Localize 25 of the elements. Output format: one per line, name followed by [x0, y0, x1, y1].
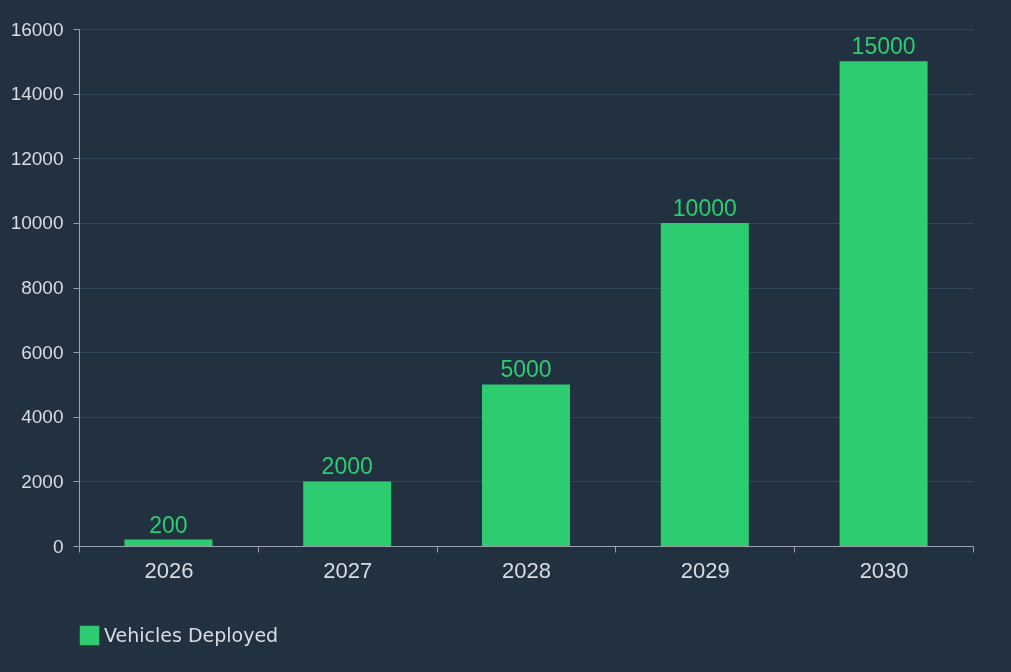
y-tick-label: 0: [52, 535, 64, 557]
bar: [482, 384, 570, 546]
y-tick-label: 10000: [10, 212, 64, 234]
bar: [839, 61, 928, 546]
y-tick-label: 4000: [21, 406, 64, 428]
bar: [660, 222, 749, 546]
x-tick-label: 2029: [680, 557, 730, 583]
y-tick-label: 12000: [10, 147, 64, 169]
bar: [303, 481, 392, 546]
data-label: 5000: [500, 356, 552, 383]
y-tick-label: 6000: [21, 341, 64, 363]
y-tick-label: 16000: [10, 18, 64, 40]
legend-label: Vehicles Deployed: [104, 623, 279, 646]
x-tick-label: 2027: [323, 557, 373, 583]
data-label: 200: [149, 511, 188, 538]
data-label: 15000: [851, 33, 916, 60]
bar: [124, 539, 213, 546]
x-tick-label: 2026: [144, 557, 194, 583]
x-tick-label: 2028: [502, 557, 551, 583]
y-tick-label: 8000: [21, 277, 64, 298]
y-tick-label: 2000: [21, 470, 64, 492]
x-tick-label: 2030: [859, 557, 909, 583]
data-label: 10000: [672, 194, 737, 221]
data-label: 2000: [321, 453, 373, 480]
y-tick-label: 14000: [10, 83, 64, 105]
